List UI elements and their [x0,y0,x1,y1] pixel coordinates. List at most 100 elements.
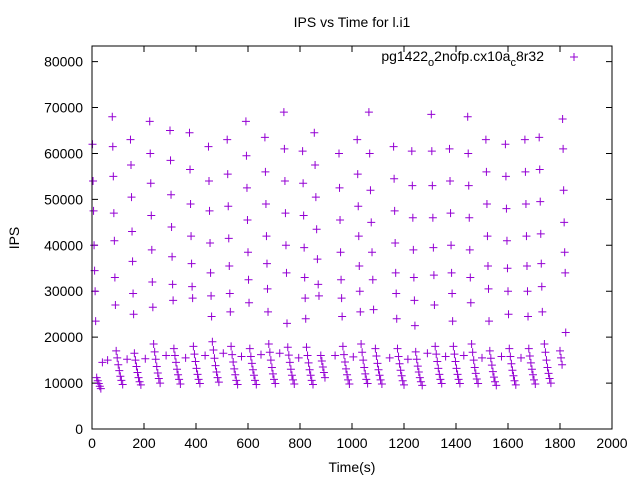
data-point [109,172,118,181]
legend: pg1422o2nofp.cx10ac8r32 [381,48,578,69]
data-point [195,379,204,388]
data-point [413,362,422,371]
data-point [355,261,364,270]
data-point [336,248,345,257]
data-point [219,349,228,358]
data-point [115,366,124,375]
y-tick-label: 20000 [44,329,83,345]
data-point [151,355,160,364]
data-point [109,209,118,218]
data-point [546,379,555,388]
data-point [414,368,423,377]
data-point [231,370,240,379]
data-point [173,365,182,374]
data-point [205,177,213,186]
x-tick-label: 200 [132,435,156,451]
data-point [364,108,373,117]
data-point [275,349,284,358]
data-point [391,268,400,277]
data-point [369,305,378,314]
data-point [355,287,364,296]
data-point [524,312,533,321]
data-point [501,140,510,149]
data-point [193,370,202,379]
y-tick-label: 0 [75,421,83,437]
data-point [354,232,363,241]
data-point [427,147,436,156]
data-point [114,360,123,369]
data-point [541,348,550,357]
data-point [103,356,112,365]
data-point [281,209,290,218]
data-point [108,142,117,151]
data-point [451,357,460,366]
data-point [385,353,394,362]
data-point [300,243,309,252]
data-point [410,296,419,305]
data-point [521,199,530,208]
data-point [409,245,418,254]
data-point [416,377,425,386]
data-point [505,344,514,353]
x-tick-label: 800 [288,435,312,451]
data-point [187,232,196,241]
data-point [366,186,375,195]
data-point [245,344,254,353]
data-point [298,147,307,156]
data-point [510,376,519,385]
data-point [447,241,456,250]
data-point [303,351,312,360]
data-point [307,376,316,385]
data-point [282,268,291,277]
legend-subscript: c [510,57,516,69]
data-point [263,284,272,293]
data-point [148,278,157,287]
data-point [89,206,98,215]
data-point [186,199,195,208]
data-point [331,351,340,360]
x-tick-label: 2000 [596,435,627,451]
data-point [208,337,217,346]
data-point [464,149,473,158]
data-point [339,350,348,359]
data-point [428,213,437,222]
data-point [312,225,321,234]
chart-title: IPS vs Time for l.i1 [294,14,411,30]
data-point [400,380,408,389]
legend-marker [570,53,578,61]
data-point [371,344,380,353]
data-point [354,202,363,211]
x-tick-label: 1800 [544,435,575,451]
data-point [299,179,308,188]
data-point [376,375,385,384]
data-point [521,167,530,176]
data-point [96,384,105,393]
data-point [133,368,142,377]
data-point [520,135,529,144]
data-point [117,376,126,385]
data-point [147,245,156,254]
data-point [446,177,455,186]
y-tick-label: 30000 [44,283,83,299]
data-point [89,177,98,186]
data-point [452,364,461,373]
data-point [305,365,314,374]
data-point [393,344,402,353]
data-point [360,363,369,372]
data-point [242,183,251,192]
data-point [118,380,127,389]
data-point [181,353,190,362]
data-point [361,369,370,378]
data-point [397,371,406,380]
data-point [227,342,236,351]
x-tick-label: 600 [236,435,260,451]
data-point [394,352,403,361]
data-point [423,349,432,358]
data-point [319,368,328,377]
data-point [243,216,252,225]
data-point [338,342,347,351]
data-point [241,117,250,126]
data-point [485,317,494,326]
data-point [464,181,473,190]
